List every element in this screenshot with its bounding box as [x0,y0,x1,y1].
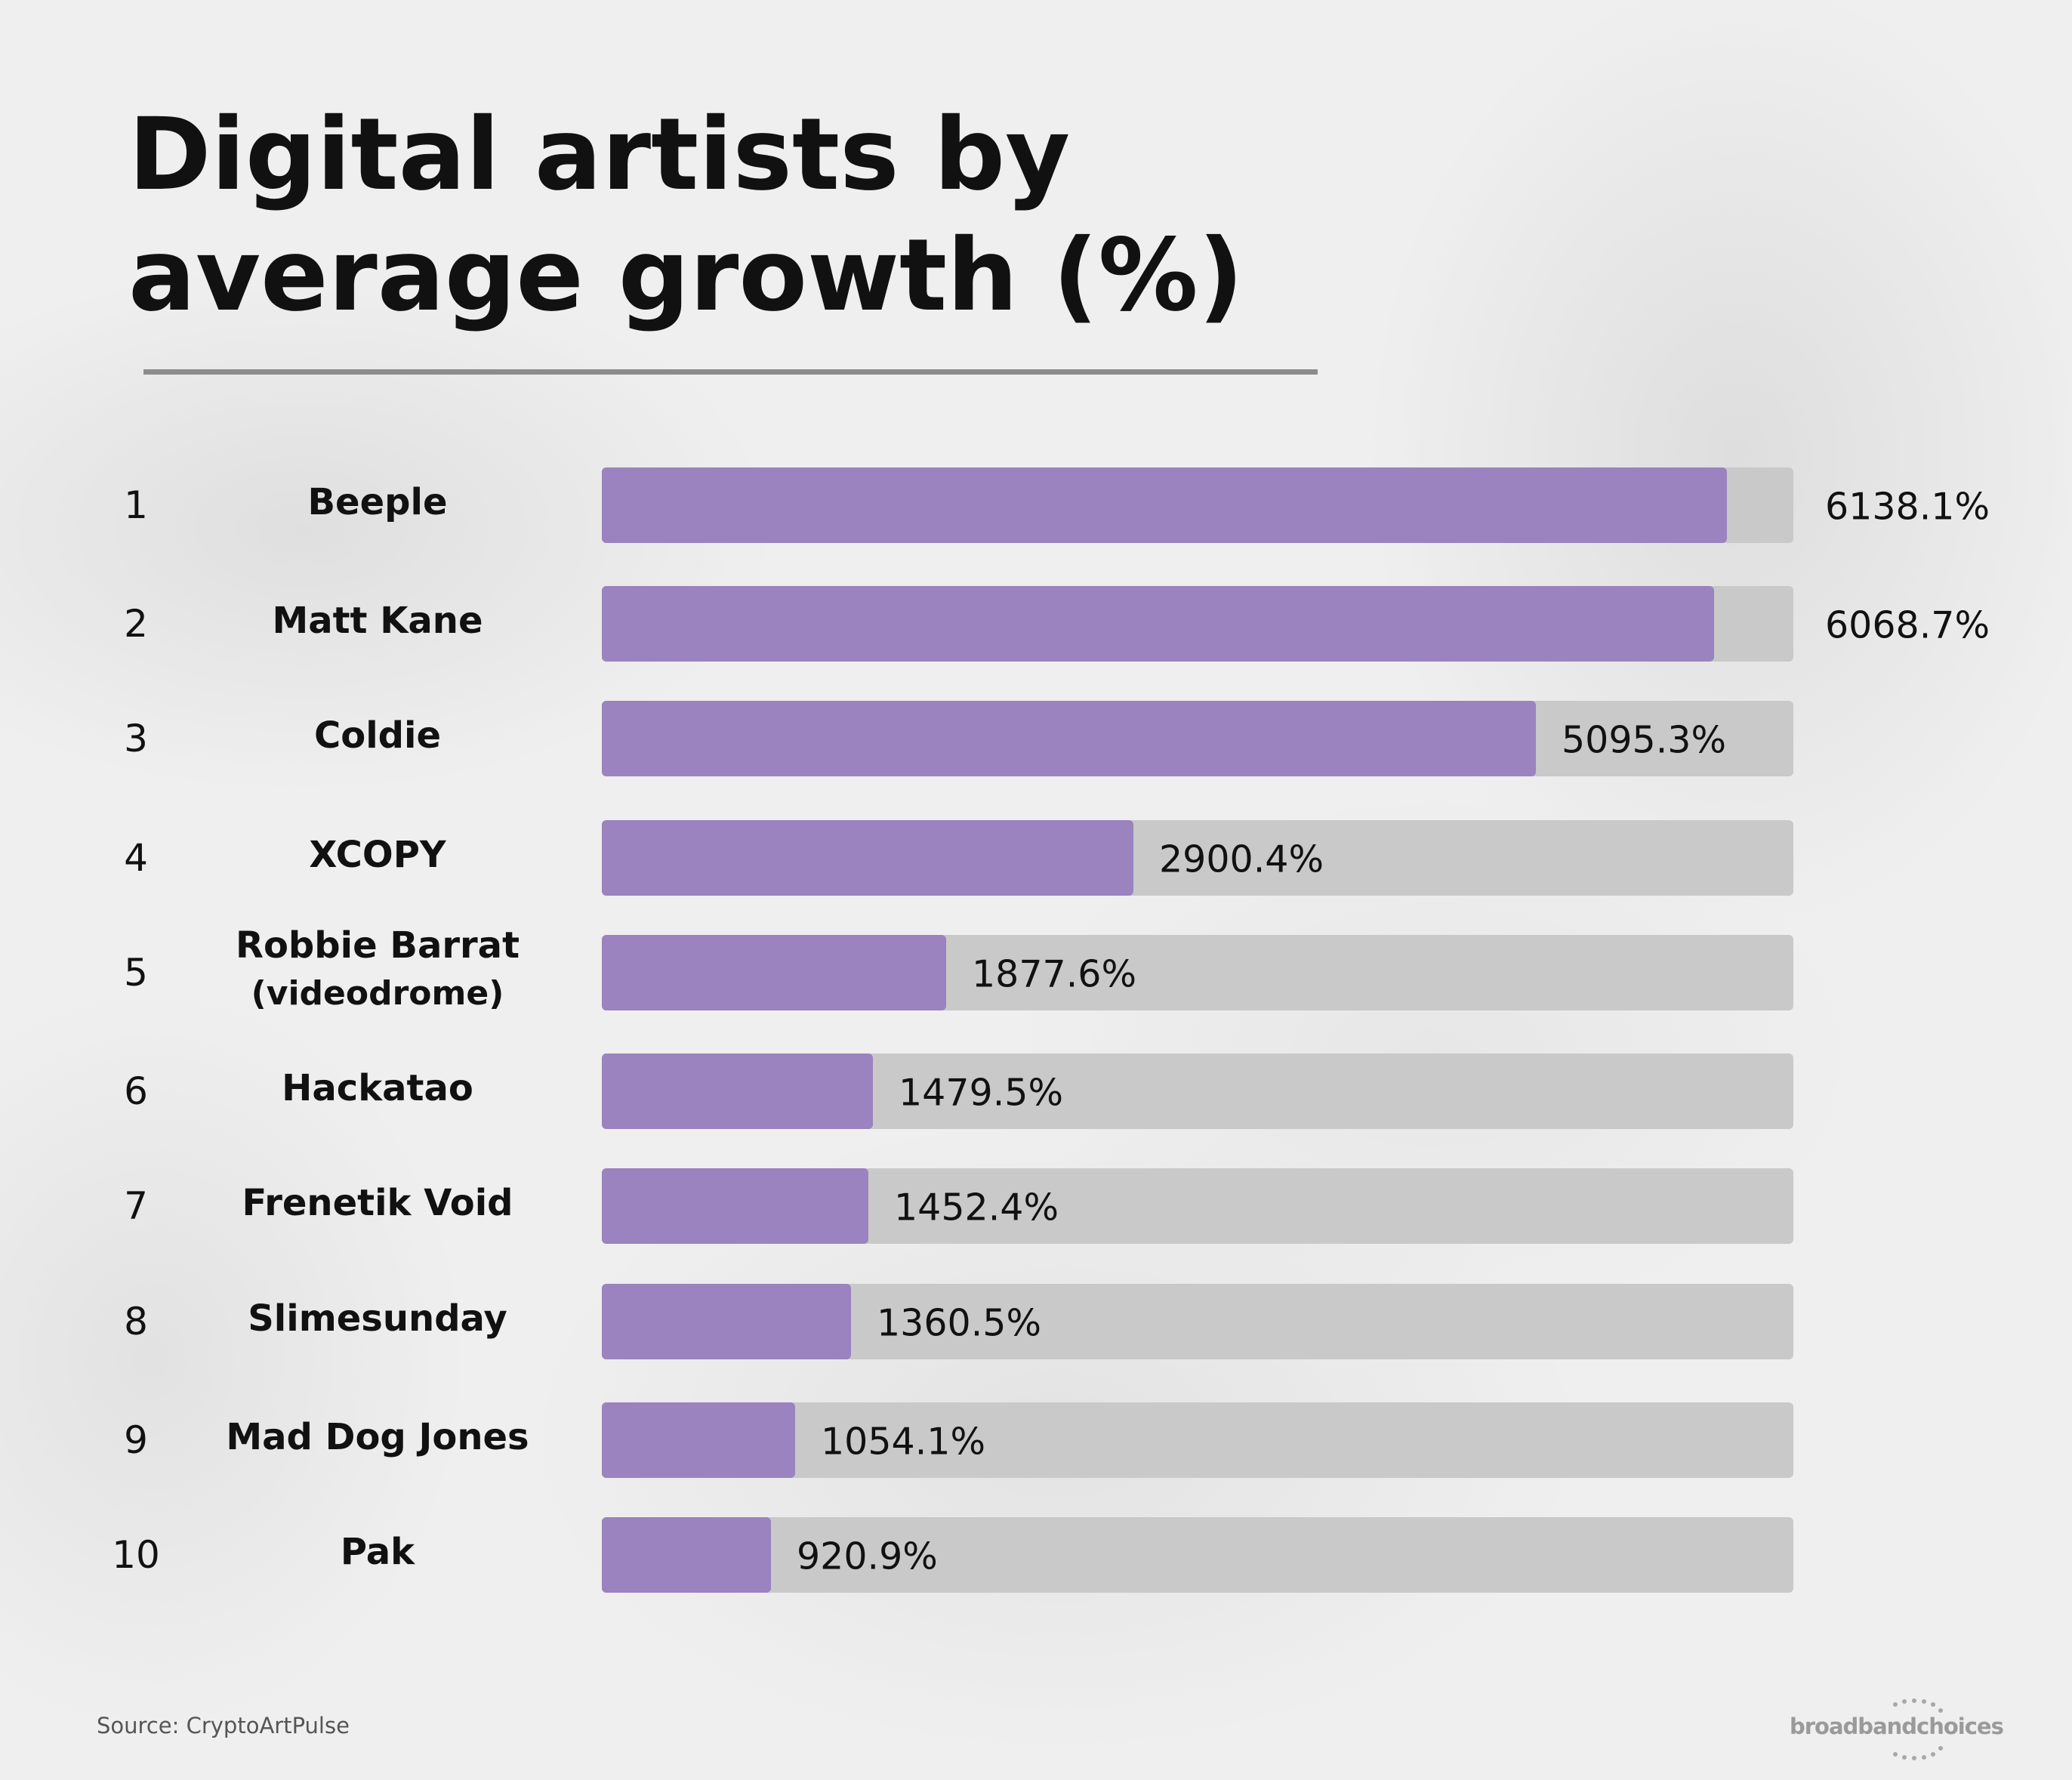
category-label: Matt Kane [189,597,566,645]
category-label: Mad Dog Jones [189,1413,566,1461]
rank-label: 3 [124,717,148,760]
value-label: 6138.1% [1825,485,1990,529]
bar [602,1054,873,1129]
title-divider [143,369,1318,375]
broadbandchoices-logo: broadbandchoices [1782,1695,2004,1763]
bar-track [602,1517,1793,1593]
logo-dots-icon [1893,1698,1943,1760]
rank-label: 7 [124,1184,148,1228]
category-label-line: Slimesunday [248,1297,507,1340]
category-label: Beeple [189,478,566,526]
bar [602,467,1727,543]
bar-track [602,1402,1793,1478]
bar-track [602,1168,1793,1244]
category-label-line: XCOPY [309,834,446,876]
bar-track [602,935,1793,1010]
chart-title: Digital artists by average growth (%) [128,97,1244,334]
rank-label: 2 [124,602,148,646]
value-label: 1360.5% [877,1301,1042,1345]
category-label: Hackatao [189,1064,566,1112]
bar [602,701,1536,776]
value-label: 6068.7% [1825,603,1990,647]
bar [602,1517,771,1593]
category-label-line: Pak [340,1531,415,1573]
bar [602,820,1133,896]
rank-label: 5 [124,951,148,995]
value-label: 920.9% [797,1535,938,1578]
bar [602,1402,795,1478]
category-label: Slimesunday [189,1294,566,1343]
rank-label: 6 [124,1069,148,1113]
bar [602,1168,868,1244]
category-label-line: Matt Kane [272,600,483,642]
bar-track [602,1284,1793,1359]
value-label: 5095.3% [1562,718,1727,762]
category-label-line: Frenetik Void [242,1182,513,1224]
category-label-line: Mad Dog Jones [226,1416,529,1458]
bar [602,1284,851,1359]
rank-label: 4 [124,836,148,880]
bar-track [602,586,1793,662]
rank-label: 1 [124,483,148,527]
category-label-line: Robbie Barrat [235,924,520,967]
category-label: Coldie [189,711,566,760]
bar-track [602,820,1793,896]
value-label: 1054.1% [821,1420,986,1464]
category-label: Robbie Barrat (videodrome) [189,921,566,1018]
logo-wordmark: broadbandchoices [1790,1714,2004,1739]
category-label-line: Hackatao [282,1067,473,1109]
rank-label: 8 [124,1300,148,1343]
category-label-line: Coldie [313,714,442,757]
bar-track [602,701,1793,776]
value-label: 1479.5% [899,1071,1064,1115]
bar [602,935,946,1010]
source-note: Source: CryptoArtPulse [97,1713,350,1738]
bar [602,586,1714,662]
rank-label: 9 [124,1418,148,1462]
category-label-line: Beeple [307,481,448,523]
category-label: Pak [189,1528,566,1576]
value-label: 2900.4% [1159,838,1324,881]
rank-label: 10 [112,1533,160,1577]
category-label: Frenetik Void [189,1179,566,1227]
bar-track [602,1054,1793,1129]
category-label-line: (videodrome) [251,974,504,1013]
bar-track [602,467,1793,543]
value-label: 1452.4% [894,1186,1059,1229]
value-label: 1877.6% [972,952,1137,996]
category-label: XCOPY [189,831,566,879]
